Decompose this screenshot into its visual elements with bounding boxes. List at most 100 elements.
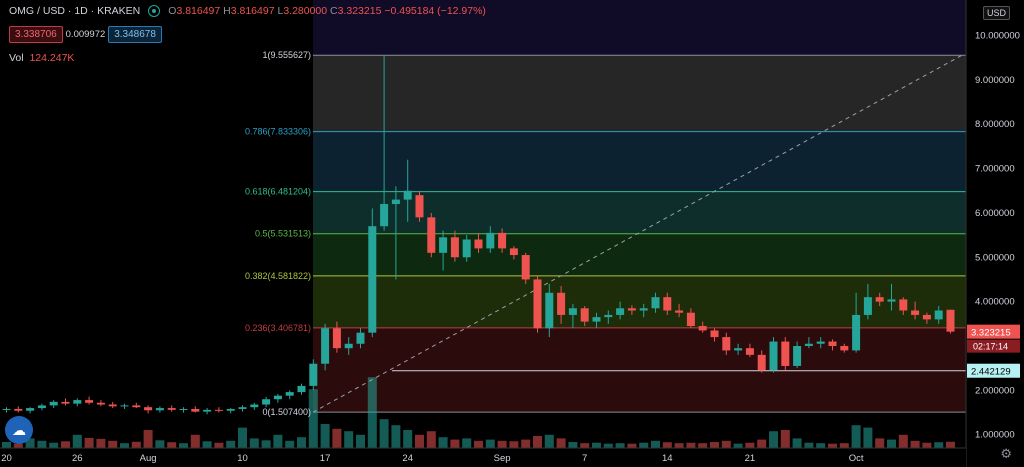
volume-label: Vol	[9, 52, 24, 64]
volume-bar	[344, 431, 354, 448]
volume-bar	[509, 441, 519, 448]
volume-bar	[910, 440, 920, 448]
candle-body	[474, 239, 483, 249]
candle-body	[214, 409, 223, 411]
high-value: 3.816497	[230, 5, 275, 17]
volume-bar	[84, 437, 94, 448]
candle-body	[144, 407, 153, 411]
time-tick-label: Aug	[140, 453, 157, 464]
price-tick-label: 5.000000	[975, 252, 1015, 263]
symbol-label[interactable]: OMG / USD · 1D · KRAKEN	[9, 5, 141, 17]
candle-body	[922, 314, 931, 320]
candle-body	[344, 343, 353, 349]
fib-level-label: 0(1.507400)	[262, 407, 311, 417]
time-tick-label: 20	[1, 453, 12, 464]
time-axis[interactable]: 20 26 Aug 10 17 24 Sep 7 14 21 Oct	[0, 447, 966, 467]
open-label: O	[168, 5, 177, 17]
volume-bar	[108, 440, 118, 448]
volume-bar	[450, 439, 460, 448]
volume-bar	[863, 427, 873, 448]
sell-button[interactable]: 3.338706	[9, 26, 63, 43]
candle-body	[309, 363, 318, 386]
candle-body	[238, 407, 247, 409]
fib-band	[313, 327, 966, 413]
high-label: H	[223, 5, 231, 17]
bid-ask-row: 3.338706 0.009972 3.348678	[9, 26, 162, 43]
volume-bar	[261, 440, 271, 448]
volume-bar	[851, 425, 861, 448]
candle-body	[509, 248, 518, 256]
candle-body	[297, 385, 306, 393]
candle-body	[203, 409, 212, 412]
volume-bar	[2, 442, 11, 448]
candle-body	[273, 395, 282, 400]
low-value: 3.280000	[283, 5, 328, 17]
volume-bar	[887, 439, 896, 448]
candle-body	[568, 308, 577, 315]
candle-body	[285, 392, 294, 396]
candle-body	[604, 314, 613, 318]
candle-body	[533, 279, 542, 329]
volume-bar	[143, 430, 153, 448]
volume-bar	[485, 439, 495, 448]
volume-bar	[946, 441, 955, 448]
candle-body	[934, 310, 943, 320]
price-tick-label: 7.000000	[975, 164, 1015, 175]
candle-body	[663, 297, 672, 311]
candle-body	[179, 408, 188, 410]
currency-button[interactable]: USD	[983, 6, 1011, 20]
volume-bar	[792, 438, 802, 448]
fib-level-label: 0.5(5.531513)	[255, 229, 311, 239]
candle-body	[863, 297, 872, 315]
candle-body	[262, 399, 271, 405]
candle-body	[580, 308, 589, 322]
price-tick-label: 1.000000	[975, 430, 1015, 441]
candle-body	[698, 326, 707, 331]
candle-body	[816, 341, 825, 344]
candle-body	[769, 341, 778, 371]
fib-band	[313, 131, 966, 192]
candle-body	[49, 401, 58, 406]
time-tick-label: 10	[237, 453, 248, 464]
volume-bar	[49, 442, 59, 448]
price-axis[interactable]: 1.0000002.0000003.0000004.0000005.000000…	[965, 0, 1024, 467]
support-price-label: 2.442129	[971, 367, 1011, 378]
candle-body	[639, 308, 648, 311]
volume-bar	[922, 442, 932, 448]
buy-button[interactable]: 3.348678	[108, 26, 162, 43]
volume-bar	[627, 443, 637, 448]
trendline[interactable]	[312, 54, 966, 413]
low-label: L	[277, 5, 284, 17]
volume-bar	[780, 430, 790, 448]
spread-value: 0.009972	[65, 29, 106, 40]
gear-icon[interactable]: ⚙	[1000, 446, 1012, 461]
volume-bar	[308, 389, 318, 448]
candle-body	[321, 328, 330, 364]
volume-bar	[544, 434, 554, 448]
tradingview-cloud-icon[interactable]: ☁	[5, 416, 33, 444]
volume-bar	[25, 438, 35, 448]
price-tick-label: 9.000000	[975, 75, 1015, 86]
candle-body	[745, 348, 754, 355]
time-axis-background	[0, 448, 966, 467]
time-tick-label: 14	[662, 453, 673, 464]
candle-body	[710, 330, 719, 338]
candle-body	[226, 408, 235, 411]
candle-body	[403, 190, 412, 200]
candle-body	[828, 341, 837, 346]
close-label: C	[330, 5, 338, 17]
candle-body	[875, 297, 884, 302]
volume-bar	[568, 442, 578, 448]
candle-body	[616, 308, 625, 315]
fib-labels: 1(9.555627) 0.786(7.833306) 0.618(6.481204…	[245, 50, 311, 417]
volume-bar	[639, 442, 649, 448]
fib-level-label: 0.786(7.833306)	[245, 127, 311, 137]
volume-bar	[37, 440, 47, 448]
volume-bar	[769, 431, 778, 448]
candle-body	[840, 345, 849, 351]
volume-bar	[521, 439, 531, 448]
candle-body	[73, 400, 82, 404]
candle-body	[85, 400, 94, 403]
volume-bar	[285, 440, 295, 448]
